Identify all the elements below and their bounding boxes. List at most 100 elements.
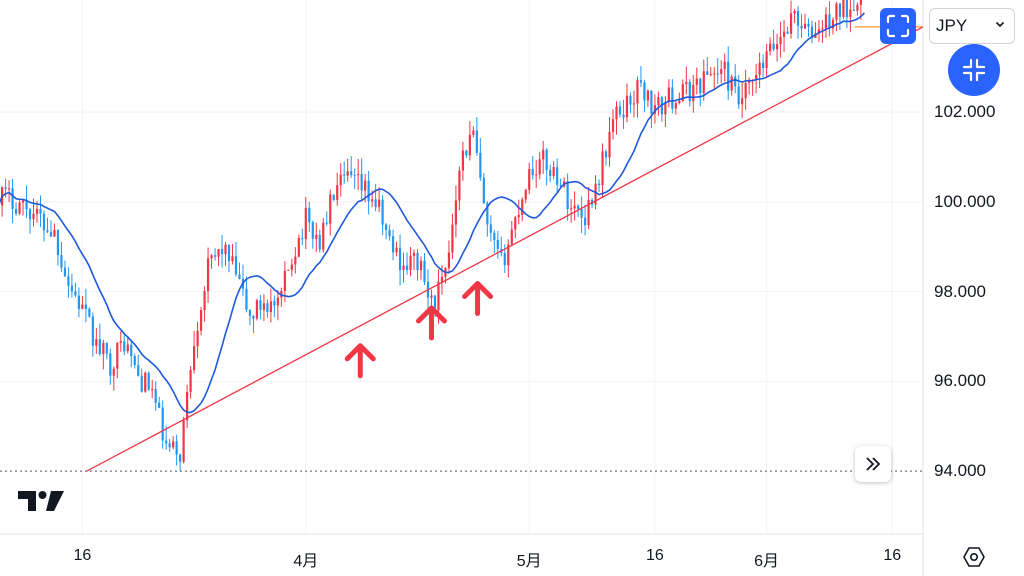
support-arrows [344,281,494,379]
candle-body [199,310,203,331]
candle-body [287,269,290,271]
candle-body [755,75,758,81]
candle-body [440,276,444,282]
candle-body [42,213,46,231]
price-tick-label: 102.000 [934,102,996,122]
candle-body [409,255,412,270]
collapse-button[interactable] [948,44,1000,96]
candle-body [329,194,332,224]
candle-body [252,315,255,319]
scroll-to-realtime-button[interactable] [855,446,891,482]
candle-body [514,217,517,230]
candle-body [758,62,761,76]
candle-body [597,183,601,186]
candle-body [206,258,210,292]
candle-body [283,270,286,291]
time-tick-label: 6月 [754,553,780,570]
candle-body [175,441,178,455]
candle-body [664,101,667,115]
candle-body [35,208,39,214]
candle-body [796,10,800,26]
candle-body [531,168,534,176]
candle-body [123,341,126,352]
candle-body [210,255,213,259]
gear-icon [963,547,985,567]
candle-body [77,295,80,309]
candle-body [842,0,845,17]
candle-body [304,207,307,240]
candle-body [133,355,136,366]
candle-body [119,341,122,343]
currency-select[interactable]: JPY [929,8,1015,44]
candle-body [472,130,475,135]
trendline[interactable] [86,26,924,472]
candle-body [482,177,485,204]
collapse-icon [962,58,986,82]
chart-settings-button[interactable] [962,545,986,569]
fit-screen-icon [886,14,910,38]
candle-body [437,281,440,311]
currency-value: JPY [936,16,968,35]
candle-body [835,3,838,20]
candle-body [4,187,7,189]
candle-body [859,0,862,5]
candle-body [856,4,859,11]
candle-body [681,84,684,101]
candle-body [192,346,196,370]
candle-body [594,183,597,205]
candle-body [91,316,94,346]
candle-body [381,199,384,225]
candle-body [182,420,185,462]
tradingview-logo[interactable] [18,489,66,518]
candle-body [158,402,161,408]
candle-body [706,71,709,75]
candle-body [217,249,220,257]
candle-body [388,229,391,237]
candle-body [88,308,91,317]
candle-body [695,78,698,86]
candle-body [227,244,231,262]
candle-body [297,238,300,257]
candle-body [517,214,520,218]
candlestick-series [0,0,862,471]
time-tick-label: 16 [883,547,902,564]
candle-body [269,301,272,313]
candle-body [371,199,374,202]
candle-body [768,43,772,52]
candle-body [140,375,143,392]
candle-body [325,222,328,224]
moving-average-line [0,12,865,414]
candle-body [786,31,789,34]
candle-body [765,51,768,69]
candle-body [821,28,824,30]
candle-body [524,189,527,200]
candle-body [234,256,238,275]
candle-body [238,274,241,279]
price-tick-label: 94.000 [934,461,986,481]
candle-body [646,90,650,101]
candle-body [542,149,545,160]
grid-lines [0,0,923,534]
candle-body [11,188,14,209]
candle-body [398,247,402,270]
candle-body [587,199,590,226]
candle-body [353,175,356,177]
candle-body [63,267,67,277]
candle-body [618,106,622,115]
support-arrow-icon [344,343,376,379]
candle-body [650,90,653,114]
candle-body [161,407,164,441]
candle-body [402,265,405,270]
candle-body [775,44,779,50]
candle-body [346,171,349,176]
candle-body [566,181,569,210]
time-tick-label: 16 [73,547,92,564]
candle-body [576,205,580,210]
fit-screen-button[interactable] [880,8,916,44]
candle-body [70,285,74,292]
candle-body [720,69,723,74]
candle-body [573,205,576,209]
candle-body [179,454,182,462]
candle-body [273,301,276,306]
